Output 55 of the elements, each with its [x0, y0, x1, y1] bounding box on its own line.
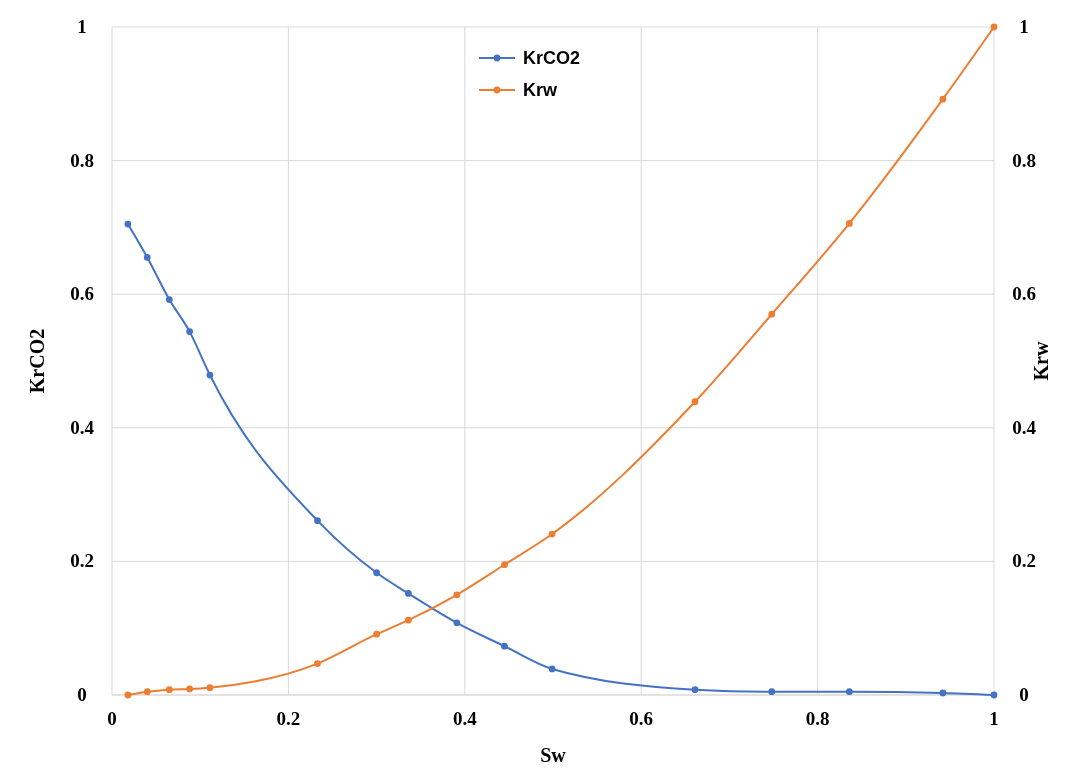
- point: [314, 517, 321, 525]
- x-tick-label: 0.6: [629, 708, 654, 729]
- y-tick-label: 0.8: [70, 149, 94, 171]
- point: [165, 686, 173, 694]
- point: [373, 569, 380, 577]
- point: [501, 561, 508, 569]
- legend-label: KrCO2: [523, 48, 581, 68]
- y2-tick-label: 0.6: [1012, 283, 1036, 305]
- point: [990, 691, 998, 699]
- point: [548, 530, 556, 538]
- point: [501, 642, 508, 650]
- point: [768, 310, 776, 318]
- point: [691, 686, 699, 694]
- x-tick-label: 0.4: [452, 708, 478, 729]
- point: [165, 296, 173, 303]
- point: [373, 630, 380, 638]
- point: [990, 23, 998, 31]
- y2-tick-label: 1: [1019, 16, 1029, 37]
- point: [768, 688, 776, 696]
- x-tick-label: 0.8: [805, 708, 830, 729]
- point: [186, 328, 193, 335]
- point: [939, 95, 947, 103]
- y-tick-label: 0.4: [70, 416, 95, 438]
- y2-tick-label: 0.2: [1012, 550, 1036, 572]
- point: [404, 590, 412, 597]
- point: [143, 688, 151, 696]
- point: [314, 660, 321, 667]
- point: [845, 688, 853, 696]
- y-tick-label: 0: [77, 684, 87, 705]
- point: [124, 220, 132, 228]
- point: [186, 685, 193, 693]
- y2-tick-label: 0.8: [1012, 149, 1036, 171]
- y2-tick-label: 0.4: [1012, 416, 1037, 438]
- point: [845, 220, 853, 227]
- point: [453, 619, 461, 627]
- point: [453, 591, 461, 599]
- y2-tick-label: 0: [1019, 684, 1029, 705]
- point: [939, 689, 947, 697]
- point: [206, 684, 214, 692]
- point: [404, 616, 412, 624]
- y-tick-label: 0.2: [70, 550, 94, 572]
- x-tick-label: 1: [989, 708, 999, 729]
- y-axis-title: KrCO2: [26, 328, 48, 394]
- point: [143, 254, 151, 261]
- legend-label: Krw: [523, 80, 558, 100]
- y-tick-label: 1: [77, 16, 87, 37]
- x-axis-title: Sw: [540, 744, 567, 766]
- y2-axis-title: Krw: [1030, 341, 1052, 381]
- x-tick-label: 0.2: [276, 708, 301, 729]
- x-tick-label: 0: [107, 708, 117, 729]
- point: [124, 691, 132, 699]
- point: [691, 398, 699, 406]
- point: [206, 371, 214, 379]
- y-tick-label: 0.6: [70, 283, 94, 305]
- point: [548, 665, 556, 673]
